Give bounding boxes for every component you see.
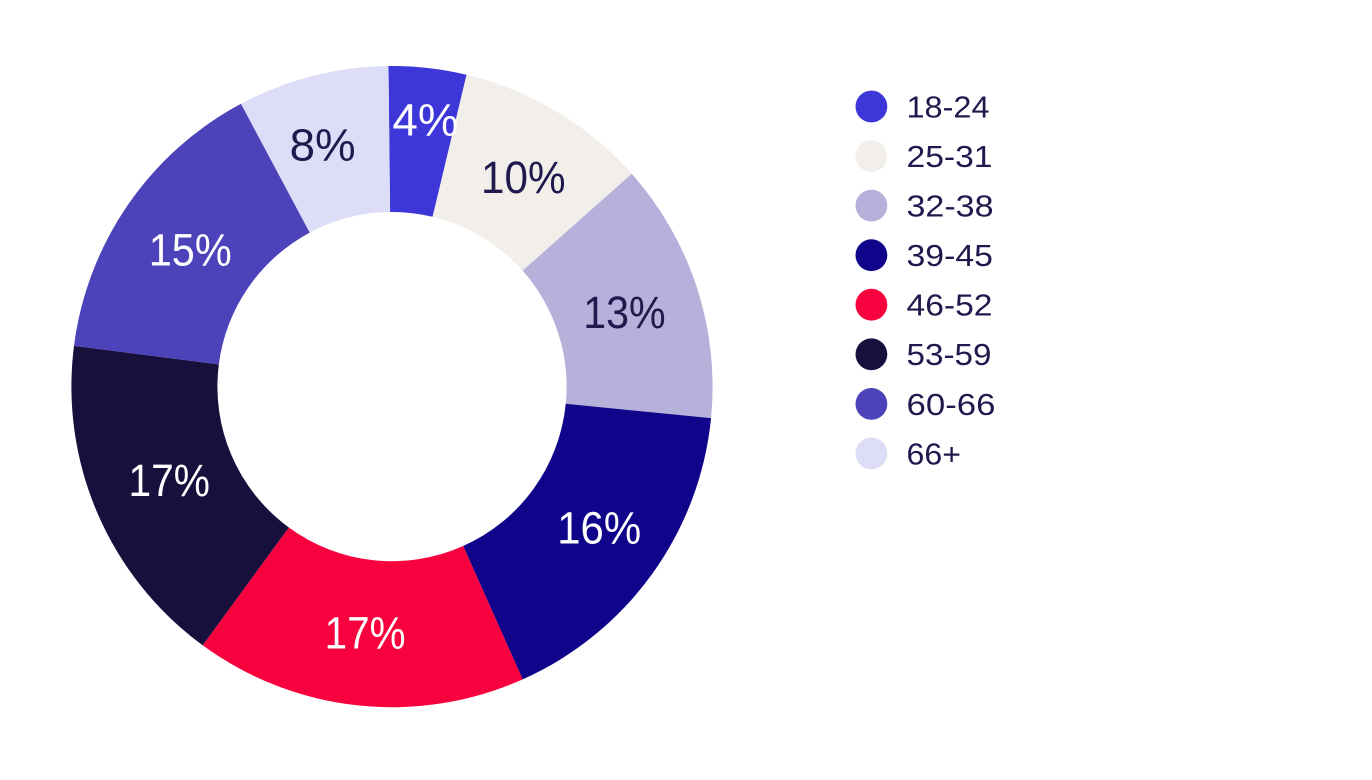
svg-text:53-59: 53-59 <box>907 338 992 372</box>
svg-text:32-38: 32-38 <box>907 190 994 224</box>
svg-text:17%: 17% <box>325 608 406 659</box>
svg-text:18-24: 18-24 <box>907 90 990 124</box>
svg-text:16%: 16% <box>557 503 641 554</box>
svg-text:8%: 8% <box>290 120 356 171</box>
svg-text:66+: 66+ <box>907 437 962 471</box>
svg-text:46-52: 46-52 <box>907 289 993 323</box>
svg-text:4%: 4% <box>392 94 458 145</box>
svg-text:25-31: 25-31 <box>907 140 993 174</box>
svg-text:10%: 10% <box>481 152 566 203</box>
svg-text:60-66: 60-66 <box>907 388 996 422</box>
svg-text:17%: 17% <box>129 455 210 506</box>
svg-text:15%: 15% <box>149 224 232 275</box>
svg-text:13%: 13% <box>583 287 665 338</box>
svg-text:39-45: 39-45 <box>907 239 994 273</box>
